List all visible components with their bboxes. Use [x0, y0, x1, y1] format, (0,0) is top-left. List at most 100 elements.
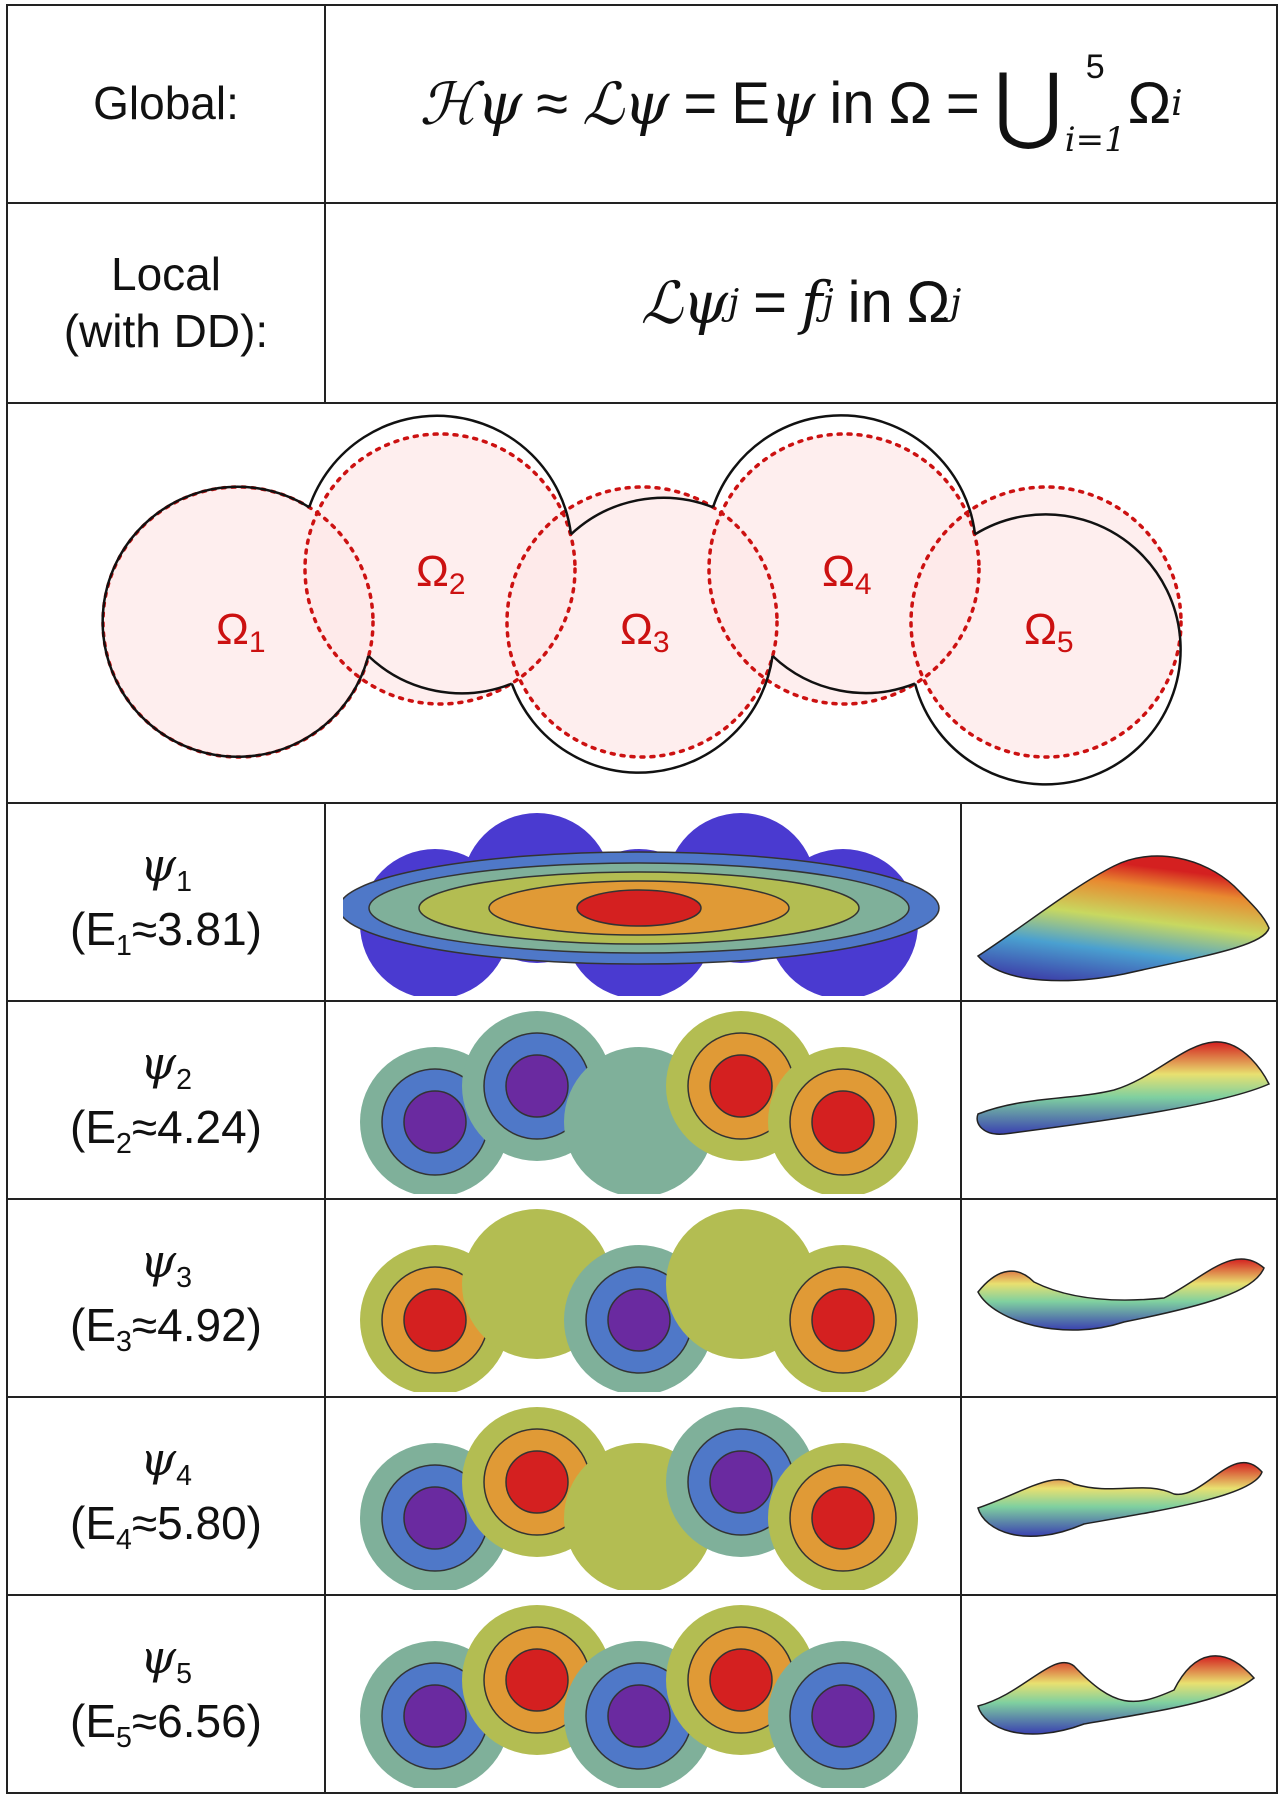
outer-boundary-arc-5 — [913, 513, 1182, 786]
contour-level — [505, 1648, 569, 1712]
eigenmode-row: ψ5 (E5≈6.56) — [6, 1594, 1278, 1794]
surface-plot-1 — [976, 855, 1270, 982]
mode-label-part: 3 — [116, 1326, 132, 1359]
omega-j-symbol: Ω — [906, 269, 951, 335]
surface-plot — [977, 1655, 1256, 1735]
union-upper-limit: 5 — [1085, 47, 1105, 86]
local-label-line1: Local — [111, 247, 221, 300]
mode-label-part: ≈ — [131, 1299, 158, 1351]
surface-cell — [960, 1594, 1278, 1794]
mode-label-part: E — [85, 1101, 117, 1153]
operator-l-symbol-local: ℒ — [640, 268, 683, 337]
mode-label-part: 2 — [176, 1064, 192, 1097]
mode-label-part: ψ — [140, 1432, 177, 1487]
contour-plot-2 — [360, 1011, 918, 1194]
mode-label-part: ψ — [140, 1234, 177, 1289]
surface-shape — [977, 1655, 1256, 1735]
surface-plot — [976, 1041, 1271, 1135]
surface-plot-4 — [977, 1462, 1263, 1538]
contour-plot — [360, 1605, 918, 1788]
omega-i-subscript: i — [1171, 82, 1183, 124]
contour-level — [607, 1288, 671, 1352]
eigenmode-row: ψ2 (E2≈4.24) — [6, 1000, 1278, 1200]
in-word-local: in — [847, 269, 893, 335]
contour-level — [811, 1288, 875, 1352]
mode-label: ψ3 (E3≈4.92) — [6, 1198, 326, 1396]
subdomain-label-5: Ω5 — [1024, 605, 1074, 659]
hamiltonian-symbol: ℋ — [419, 69, 477, 138]
contour-plot-1 — [343, 813, 940, 996]
contour-level — [709, 1054, 773, 1118]
mode-label-part: E — [85, 1497, 117, 1549]
energy-symbol: E — [731, 70, 770, 136]
mode-label-part: ≈ — [131, 903, 158, 955]
contour-level — [403, 1090, 467, 1154]
contour-plot-4 — [360, 1407, 918, 1590]
contour-level — [709, 1648, 773, 1712]
surface-shape — [976, 1041, 1271, 1135]
contour-level — [607, 1684, 671, 1748]
subdomain-labels: Ω1 Ω2 Ω3 Ω4 Ω5 — [216, 547, 1074, 659]
f-j-symbol: f — [801, 268, 823, 337]
mode-label: ψ2 (E2≈4.24) — [6, 1000, 326, 1198]
outer-boundary-arc-1 — [101, 485, 370, 759]
mode-label-part: 4.24 — [157, 1101, 247, 1153]
operator-l-symbol: ℒ — [582, 69, 624, 138]
subdomain-2-boundary — [303, 432, 577, 706]
global-label: Global: — [93, 77, 239, 130]
mode-label-part: 5 — [176, 1658, 192, 1691]
psi-symbol-2: ψ — [623, 69, 670, 138]
mode-energy: (E2≈4.24) — [70, 1101, 262, 1161]
subdomain-4-boundary — [707, 432, 981, 706]
mode-label-part: E — [85, 1299, 117, 1351]
contour-level — [403, 1288, 467, 1352]
mode-label-part: 4 — [116, 1524, 132, 1557]
mode-label-part: 1 — [176, 866, 192, 899]
mode-label-part: 5 — [116, 1722, 132, 1755]
surface-shape — [977, 1462, 1263, 1538]
surface-plot-5 — [977, 1655, 1256, 1735]
contour-level — [811, 1684, 875, 1748]
outer-boundary-arc-2b — [367, 654, 513, 695]
mode-label-part: 3 — [176, 1262, 192, 1295]
equals-symbol-local: = — [753, 269, 787, 335]
approx-symbol: ≈ — [536, 70, 569, 136]
union-symbol: ⋃ — [993, 57, 1063, 151]
in-word: in — [829, 70, 875, 136]
f-j-subscript: j — [822, 281, 834, 323]
surface-shape — [976, 855, 1270, 982]
eigenmode-row: ψ4 (E4≈5.80) — [6, 1396, 1278, 1596]
mode-label-part: E — [85, 1695, 117, 1747]
mode-label-part: ≈ — [131, 1695, 158, 1747]
local-label-line2: (with DD): — [63, 305, 269, 357]
mode-label-part: 4.92 — [157, 1299, 247, 1351]
surface-plot-2 — [976, 1041, 1271, 1135]
mode-label-part: 2 — [116, 1128, 132, 1161]
mode-label-part: 4 — [176, 1460, 192, 1493]
mode-label: ψ5 (E5≈6.56) — [6, 1594, 326, 1792]
mode-energy: (E3≈4.92) — [70, 1299, 262, 1359]
psi-symbol: ψ — [476, 69, 523, 138]
mode-psi: ψ1 — [140, 837, 192, 901]
mode-label-part: ψ — [140, 1036, 177, 1091]
outer-boundary-arc-4 — [711, 414, 977, 535]
eigenmode-row: ψ3 (E3≈4.92) — [6, 1198, 1278, 1398]
decomposition-diagram: Ω1 Ω2 Ω3 Ω4 Ω5 — [6, 402, 1278, 804]
equals-symbol: = — [683, 70, 718, 136]
subdomain-label-3: Ω3 — [620, 605, 670, 659]
mode-psi: ψ2 — [140, 1035, 192, 1099]
contour-plot — [360, 1209, 918, 1392]
union-limits: 5 i=1 — [1065, 48, 1126, 160]
subdomain-circles: Ω1 Ω2 Ω3 Ω4 Ω5 — [101, 414, 1183, 786]
mode-label-part: ψ — [140, 838, 177, 893]
outer-boundary — [101, 414, 1182, 786]
mode-label-part: 3.81 — [157, 903, 247, 955]
union-lower-limit: i=1 — [1064, 120, 1126, 160]
outer-boundary-arc-3 — [570, 496, 714, 536]
surface-shape — [977, 1258, 1265, 1331]
omega-symbol: Ω — [888, 70, 932, 136]
mode-energy: (E4≈5.80) — [70, 1497, 262, 1557]
subdomain-label-4: Ω4 — [822, 547, 872, 601]
psi-symbol-3: ψ — [769, 69, 816, 138]
mode-label-part: 1 — [116, 930, 132, 963]
